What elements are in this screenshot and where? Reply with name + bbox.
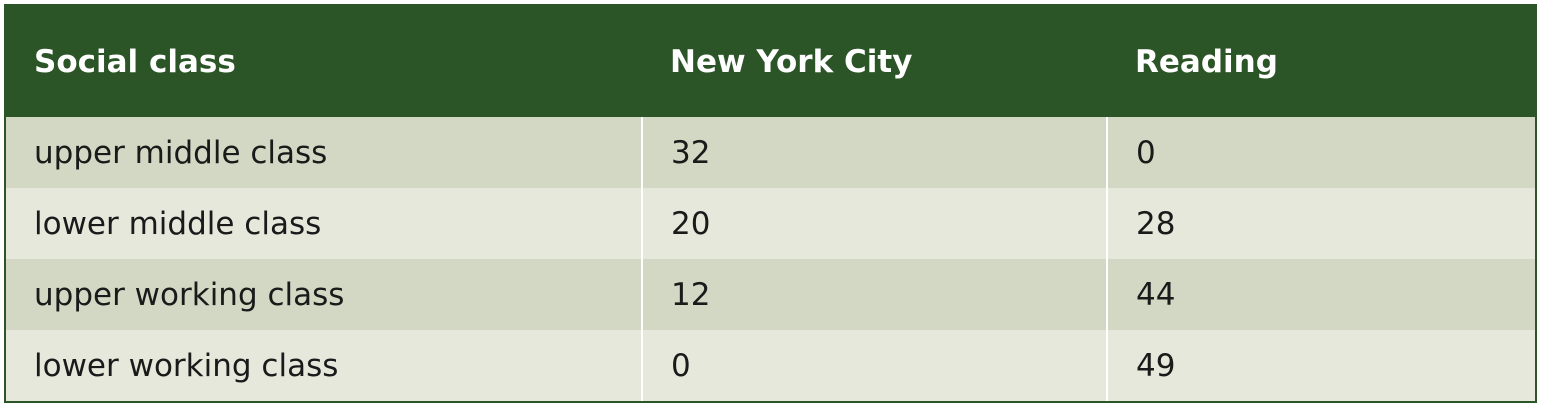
cell-social-class: lower middle class (34, 205, 322, 242)
cell-reading: 49 (1106, 330, 1535, 401)
header-new-york-city: New York City (670, 43, 913, 80)
table-header-row: Social class New York City Reading (6, 6, 1535, 117)
cell-reading: 28 (1106, 188, 1535, 259)
data-table-container: Social class New York City Reading upper… (4, 4, 1537, 403)
cell-new-york-city: 12 (641, 259, 1107, 330)
cell-reading: 44 (1106, 259, 1535, 330)
social-class-table: Social class New York City Reading upper… (6, 6, 1535, 401)
cell-social-class: upper working class (34, 276, 345, 313)
cell-reading: 0 (1106, 117, 1535, 188)
table-row: lower working class 0 49 (6, 330, 1535, 401)
header-reading: Reading (1135, 43, 1278, 80)
cell-new-york-city: 32 (641, 117, 1107, 188)
table-row: upper middle class 32 0 (6, 117, 1535, 188)
table-row: lower middle class 20 28 (6, 188, 1535, 259)
table-row: upper working class 12 44 (6, 259, 1535, 330)
header-social-class: Social class (34, 43, 236, 80)
cell-new-york-city: 0 (641, 330, 1107, 401)
cell-new-york-city: 20 (641, 188, 1107, 259)
cell-social-class: lower working class (34, 347, 339, 384)
cell-social-class: upper middle class (34, 134, 328, 171)
